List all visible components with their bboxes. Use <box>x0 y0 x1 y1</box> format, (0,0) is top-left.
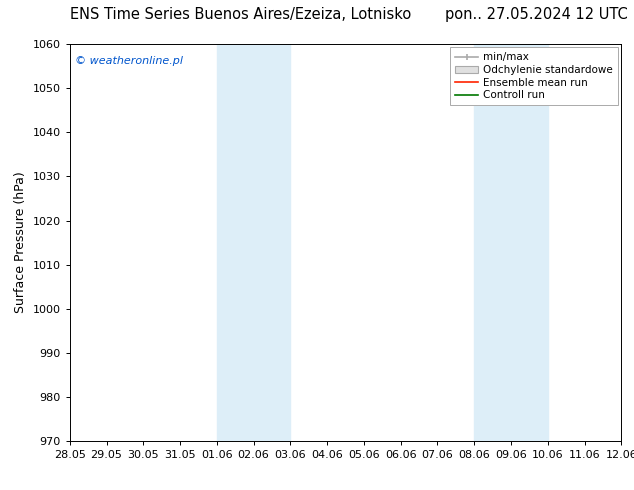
Text: © weatheronline.pl: © weatheronline.pl <box>75 56 183 66</box>
Y-axis label: Surface Pressure (hPa): Surface Pressure (hPa) <box>14 172 27 314</box>
Bar <box>217 44 290 441</box>
Text: pon.. 27.05.2024 12 UTC: pon.. 27.05.2024 12 UTC <box>445 7 628 22</box>
Text: ENS Time Series Buenos Aires/Ezeiza, Lotnisko: ENS Time Series Buenos Aires/Ezeiza, Lot… <box>70 7 411 22</box>
Bar <box>474 44 548 441</box>
Legend: min/max, Odchylenie standardowe, Ensemble mean run, Controll run: min/max, Odchylenie standardowe, Ensembl… <box>450 47 618 105</box>
